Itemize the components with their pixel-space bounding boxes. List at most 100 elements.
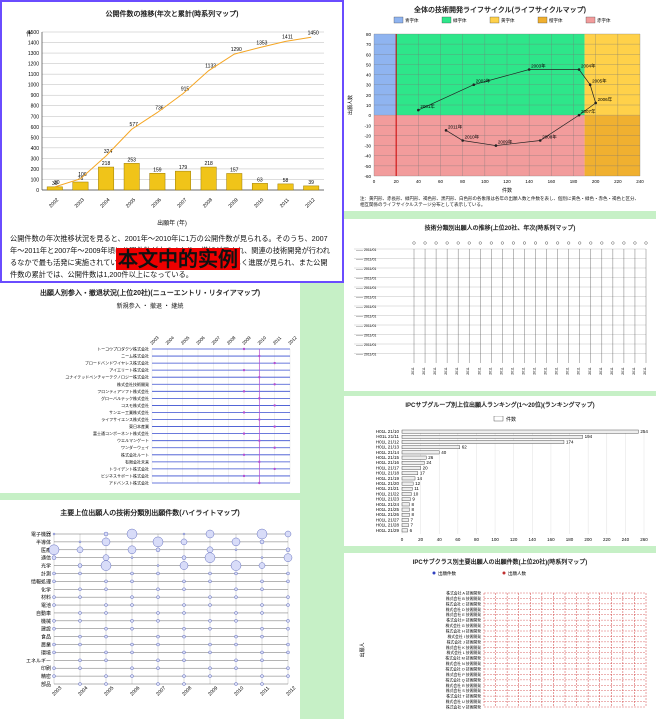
bubble <box>259 563 265 569</box>
dot-marker <box>589 242 592 245</box>
row-label: ビジネスサポート株式会社 <box>101 472 149 478</box>
entry-point <box>273 447 275 449</box>
bubble <box>287 619 290 622</box>
bubble <box>183 651 186 654</box>
bubble <box>79 611 82 614</box>
bubble <box>131 572 134 575</box>
bubble <box>105 604 108 607</box>
dot-marker <box>612 242 615 245</box>
entry-point <box>273 404 275 406</box>
bubble <box>261 659 264 662</box>
lifecycle-point <box>578 114 581 117</box>
y-tick-label: 200 <box>31 167 40 173</box>
bar <box>402 492 411 495</box>
y-tick-label: 0 <box>36 188 39 194</box>
dot-marker <box>567 242 570 245</box>
bubble <box>209 651 212 654</box>
col-label: 2003 <box>51 685 63 697</box>
point-label: 2010年 <box>465 134 480 141</box>
bar-data-label: 174 <box>566 439 574 444</box>
x-tick-label: 2006 <box>151 197 163 209</box>
bubble <box>285 531 291 537</box>
bubble <box>104 532 108 536</box>
bubble <box>157 643 160 646</box>
dot-marker <box>424 242 427 245</box>
lifecycle-point <box>578 68 581 71</box>
entry-point <box>273 425 275 427</box>
bubble <box>287 596 290 599</box>
bubble <box>131 557 133 559</box>
row-label: ―― 2011/01 <box>356 248 376 252</box>
bar <box>402 487 412 490</box>
col-label: 2010 <box>257 335 268 346</box>
bubble <box>79 683 82 686</box>
bar <box>402 503 409 506</box>
point-label: 2011年 <box>448 123 463 130</box>
x-tick-label: 140 <box>529 537 537 542</box>
lifecycle-point <box>594 102 597 105</box>
row-label: 株式会社 T 技術開発 <box>446 694 481 699</box>
entry-point <box>243 411 245 413</box>
dot-marker <box>490 242 493 245</box>
row-label: フロンティアソフト株式会社 <box>97 388 149 394</box>
x-tick-label: 2005 <box>125 197 137 209</box>
x-tick-label: 180 <box>566 537 574 542</box>
legend-label: 件数 <box>506 416 516 423</box>
bubble <box>287 675 290 678</box>
bar <box>402 477 415 480</box>
bubble <box>101 561 111 571</box>
row-label: トーコウプロダクツ株式会社 <box>97 346 149 352</box>
y-tick-label: 700 <box>31 114 40 120</box>
row-label: ウエルマンゲート <box>117 437 149 443</box>
row-label: 電池 <box>41 602 51 609</box>
bubble <box>180 562 188 570</box>
bubble <box>105 635 108 638</box>
bubble <box>79 667 82 670</box>
legend-continue: 継続 <box>171 304 183 310</box>
row-label: アイエリート株式会社 <box>109 367 149 373</box>
legend-swatch <box>490 17 499 23</box>
row-label: 株式会社 M 技術開発 <box>445 656 481 661</box>
bubble <box>128 546 136 554</box>
bubble <box>131 675 134 678</box>
row-label: 機械 <box>41 618 51 625</box>
bubble <box>131 604 134 607</box>
x-tick-label: 220 <box>614 179 622 184</box>
x-tick-label: 0 <box>401 537 404 542</box>
annual-bar-line-chart: 0100200300400500600700800900100011001200… <box>2 20 342 240</box>
point-label: 2003年 <box>531 63 546 70</box>
bubble <box>105 627 108 630</box>
row-label: 株式会社 R 技術開発 <box>446 683 481 688</box>
bubble <box>287 580 290 583</box>
col-label: 2011 <box>533 367 537 375</box>
row-label: 株式会社 P 技術開発 <box>446 672 481 677</box>
bubble <box>53 619 56 622</box>
bubble <box>79 541 81 543</box>
bubble <box>153 537 163 547</box>
bubble <box>183 533 185 535</box>
bar-data-label: 157 <box>230 167 239 173</box>
y-tick-label: 800 <box>31 104 40 110</box>
bubble <box>183 604 186 607</box>
x-axis-label: 件数 <box>502 187 512 194</box>
bubble <box>49 545 59 555</box>
x-tick-label: 20 <box>418 537 424 542</box>
panel-title: IPCサブクラス別主要出願人の出願件数(上位20社)(時系列マップ) <box>344 557 656 566</box>
panel-title: 公開件数の推移(年次と累計(時系列マップ) <box>2 9 342 19</box>
row-label: ―― 2011/01 <box>356 334 376 338</box>
bubble <box>105 580 108 583</box>
lifecycle-point <box>589 83 592 86</box>
y-tick-label: 80 <box>366 32 372 37</box>
point-label: 2008年 <box>542 134 557 141</box>
dot-marker <box>556 242 559 245</box>
col-label: 2012 <box>287 335 298 346</box>
x-tick-label: 2011 <box>279 197 291 209</box>
y-tick-label: 50 <box>366 62 372 67</box>
bubble <box>53 651 56 654</box>
row-label: 光学 <box>41 563 51 570</box>
row-label: 環境 <box>41 649 51 656</box>
bar-data-label: 254 <box>640 429 648 434</box>
legend-label: 緑字体 <box>453 17 467 24</box>
lifecycle-point <box>495 144 498 147</box>
bubble <box>261 627 264 630</box>
